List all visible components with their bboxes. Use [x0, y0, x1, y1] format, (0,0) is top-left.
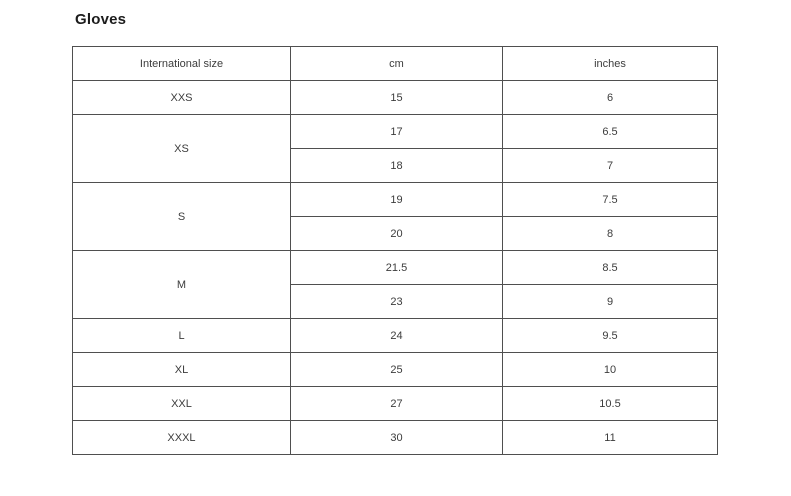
- table-row: XXXL 30 11: [72, 420, 718, 455]
- table-row: XXL 27 10.5: [72, 386, 718, 421]
- inches-cell: 9: [502, 284, 718, 319]
- table-row: S 19 7.5: [72, 182, 718, 251]
- column-header-inches: inches: [502, 46, 718, 81]
- size-cell: XXXL: [72, 420, 291, 455]
- size-cell: XS: [72, 114, 291, 183]
- page-title: Gloves: [75, 11, 127, 28]
- cm-cell: 23: [290, 284, 503, 319]
- inches-cell: 10: [502, 352, 718, 387]
- cm-cell: 25: [290, 352, 503, 387]
- size-cell: XL: [72, 352, 291, 387]
- cm-cell: 19: [290, 182, 503, 217]
- inches-cell: 8.5: [502, 250, 718, 285]
- table-row: 20 8: [73, 216, 718, 251]
- column-header-cm: cm: [290, 46, 503, 81]
- cm-cell: 24: [290, 318, 503, 353]
- cm-cell: 20: [290, 216, 503, 251]
- inches-cell: 7.5: [502, 182, 718, 217]
- table-row: L 24 9.5: [72, 318, 718, 353]
- inches-cell: 9.5: [502, 318, 718, 353]
- table-row: M 21.5 8.5: [72, 250, 718, 319]
- cm-cell: 30: [290, 420, 503, 455]
- inches-cell: 11: [502, 420, 718, 455]
- table-row: XXS 15 6: [72, 80, 718, 115]
- cm-cell: 27: [290, 386, 503, 421]
- inches-cell: 10.5: [502, 386, 718, 421]
- size-cell: XXS: [72, 80, 291, 115]
- table-row: 18 7: [73, 148, 718, 183]
- table-row: XL 25 10: [72, 352, 718, 387]
- cm-cell: 18: [290, 148, 503, 183]
- table-row: XS 17 6.5: [72, 114, 718, 183]
- table-row: 23 9: [73, 284, 718, 319]
- cm-cell: 17: [290, 114, 503, 149]
- inches-cell: 6.5: [502, 114, 718, 149]
- size-cell: S: [72, 182, 291, 251]
- gloves-size-table: International size cm inches XXS 15 6 XS…: [72, 46, 718, 455]
- table-header-row: International size cm inches: [72, 46, 718, 81]
- size-cell: XXL: [72, 386, 291, 421]
- size-cell: M: [72, 250, 291, 319]
- cm-cell: 15: [290, 80, 503, 115]
- column-header-international-size: International size: [72, 46, 291, 81]
- inches-cell: 7: [502, 148, 718, 183]
- cm-cell: 21.5: [290, 250, 503, 285]
- inches-cell: 6: [502, 80, 718, 115]
- size-cell: L: [72, 318, 291, 353]
- inches-cell: 8: [502, 216, 718, 251]
